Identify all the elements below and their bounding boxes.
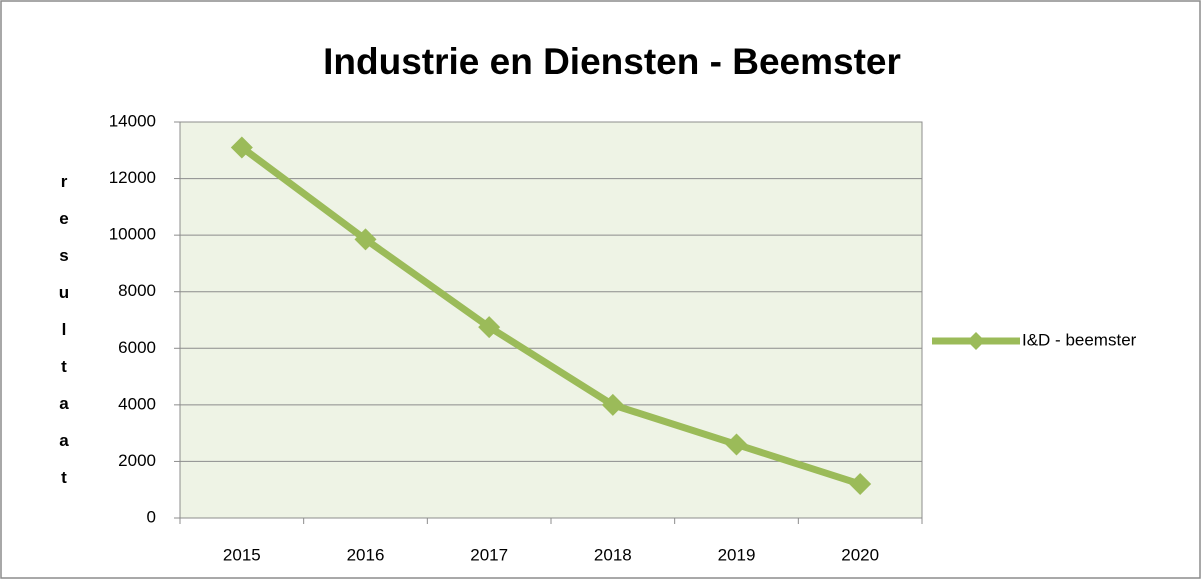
- data-point: [601, 393, 624, 416]
- y-tick-label: 0: [147, 507, 156, 526]
- x-tick-label: 2020: [841, 545, 879, 564]
- y-axis-label: resultaat: [55, 172, 74, 505]
- x-tick-label: 2019: [718, 545, 756, 564]
- x-tick-label: 2016: [347, 545, 385, 564]
- y-tick-label: 2000: [118, 451, 156, 470]
- y-tick-label: 8000: [118, 281, 156, 300]
- y-tick-label: 14000: [109, 111, 156, 130]
- data-point: [354, 228, 377, 251]
- data-point: [478, 316, 501, 339]
- legend-marker: [967, 332, 985, 350]
- y-tick-label: 12000: [109, 168, 156, 187]
- data-point: [849, 473, 872, 496]
- data-point: [230, 136, 253, 159]
- chart-title: Industrie en Diensten - Beemster: [323, 41, 901, 82]
- plot-area: [179, 121, 923, 519]
- data-point: [725, 433, 748, 456]
- x-tick-label: 2017: [470, 545, 508, 564]
- x-tick-label: 2015: [223, 545, 261, 564]
- y-tick-label: 10000: [109, 225, 156, 244]
- legend-label: I&D - beemster: [1022, 330, 1137, 349]
- y-tick-label: 4000: [118, 394, 156, 413]
- x-tick-label: 2018: [594, 545, 632, 564]
- series-line: [239, 144, 862, 488]
- y-tick-label: 6000: [118, 338, 156, 357]
